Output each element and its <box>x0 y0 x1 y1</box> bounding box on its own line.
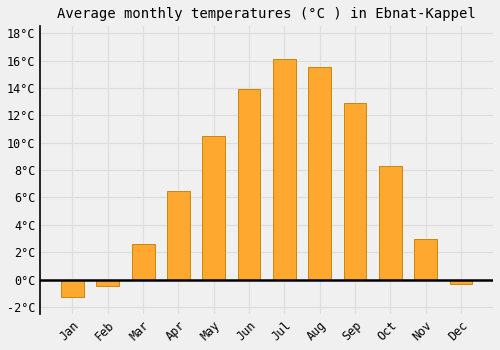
Bar <box>450 280 472 284</box>
Bar <box>167 191 190 280</box>
Bar <box>379 166 402 280</box>
Bar <box>61 280 84 298</box>
Bar <box>202 136 225 280</box>
Bar <box>238 89 260 280</box>
Title: Average monthly temperatures (°C ) in Ebnat-Kappel: Average monthly temperatures (°C ) in Eb… <box>58 7 476 21</box>
Bar <box>308 67 331 280</box>
Bar <box>344 103 366 280</box>
Bar <box>414 239 437 280</box>
Bar <box>96 280 119 287</box>
Bar <box>132 244 154 280</box>
Bar <box>273 59 296 280</box>
